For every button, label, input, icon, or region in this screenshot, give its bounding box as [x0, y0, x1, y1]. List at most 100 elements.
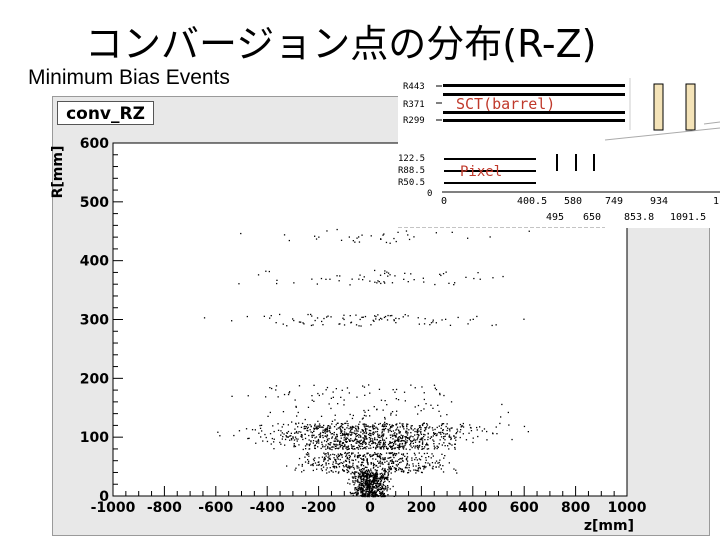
scatter-point	[392, 430, 395, 432]
scatter-point	[392, 462, 394, 464]
scatter-point	[414, 454, 416, 456]
scatter-point	[398, 440, 400, 442]
scatter-point	[356, 456, 359, 459]
scatter-point	[363, 474, 365, 476]
scatter-point	[322, 445, 324, 447]
scatter-point	[373, 481, 375, 483]
scatter-point	[357, 425, 359, 428]
scatter-point	[371, 472, 373, 474]
scatter-point	[382, 487, 385, 490]
scatter-point	[346, 453, 348, 455]
scatter-point	[353, 439, 355, 442]
scatter-point	[365, 477, 368, 479]
scatter-point	[429, 437, 431, 440]
scatter-point	[421, 437, 423, 439]
scatter-point	[320, 426, 322, 428]
scatter-point	[427, 448, 430, 450]
scatter-point	[373, 463, 375, 466]
scatter-point	[373, 479, 375, 481]
scatter-point	[391, 424, 393, 426]
scatter-point	[340, 423, 343, 425]
scatter-point	[430, 404, 432, 406]
scatter-point	[359, 440, 361, 442]
scatter-point	[325, 389, 327, 391]
scatter-point	[327, 439, 329, 441]
x-tick-label: 0	[365, 500, 375, 516]
scatter-point	[316, 464, 318, 466]
scatter-point	[374, 281, 376, 283]
scatter-point	[392, 438, 394, 440]
scatter-point	[337, 455, 340, 458]
scatter-point	[333, 465, 336, 468]
scatter-point	[342, 464, 344, 467]
scatter-point	[369, 280, 371, 282]
scatter-point	[440, 427, 442, 429]
scatter-point	[376, 438, 378, 441]
scatter-point	[396, 460, 399, 462]
scatter-point	[368, 481, 370, 483]
scatter-point	[231, 395, 233, 397]
scatter-point	[320, 415, 323, 417]
scatter-point	[375, 446, 377, 449]
scatter-point	[344, 444, 346, 447]
scatter-point	[492, 277, 494, 279]
scatter-point	[392, 455, 394, 457]
scatter-point	[411, 440, 413, 442]
scatter-point	[403, 278, 405, 280]
scatter-point	[328, 463, 330, 465]
scatter-point	[356, 489, 359, 492]
pixel-barrel-layer	[444, 170, 536, 172]
scatter-point	[329, 442, 331, 444]
scatter-point	[467, 237, 469, 239]
scatter-point	[354, 432, 356, 435]
scatter-point	[335, 437, 337, 439]
scatter-point	[323, 440, 326, 442]
scatter-point	[394, 275, 396, 277]
scatter-point	[283, 393, 286, 396]
scatter-point	[381, 462, 383, 464]
scatter-point	[416, 431, 418, 433]
scatter-point	[438, 410, 440, 412]
scatter-point	[442, 471, 445, 473]
scatter-point	[378, 495, 380, 497]
scatter-point	[376, 475, 378, 477]
scatter-point	[396, 410, 398, 412]
scatter-point	[293, 282, 295, 284]
scatter-point	[352, 476, 354, 478]
scatter-point	[362, 495, 364, 497]
scatter-point	[405, 448, 407, 450]
scatter-point	[439, 459, 441, 461]
scatter-point	[391, 434, 393, 436]
scatter-point	[363, 276, 365, 278]
scatter-point	[469, 424, 471, 426]
scatter-point	[356, 447, 358, 449]
scatter-point	[334, 414, 336, 416]
scatter-point	[367, 484, 369, 487]
scatter-point	[433, 433, 435, 435]
scatter-point	[402, 445, 404, 447]
scatter-point	[410, 441, 412, 443]
scatter-point	[384, 471, 386, 473]
scatter-point	[360, 468, 362, 471]
scatter-point	[405, 431, 407, 434]
scatter-point	[382, 428, 385, 430]
scatter-point	[359, 486, 361, 488]
scatter-point	[397, 463, 399, 466]
scatter-point	[338, 471, 340, 473]
scatter-point	[380, 491, 382, 493]
scatter-point	[320, 447, 322, 450]
scatter-point	[351, 425, 354, 428]
sct-barrel-layer	[443, 93, 625, 96]
scatter-point	[435, 389, 438, 391]
scatter-point	[317, 425, 320, 427]
scatter-point	[329, 427, 332, 429]
scatter-point	[398, 318, 400, 320]
scatter-point	[365, 475, 367, 477]
scatter-point	[362, 385, 364, 387]
scatter-point	[430, 322, 433, 324]
scatter-point	[374, 442, 376, 444]
scatter-point	[358, 236, 360, 238]
scatter-point	[387, 478, 389, 480]
scatter-point	[423, 281, 425, 283]
scatter-point	[374, 474, 376, 476]
